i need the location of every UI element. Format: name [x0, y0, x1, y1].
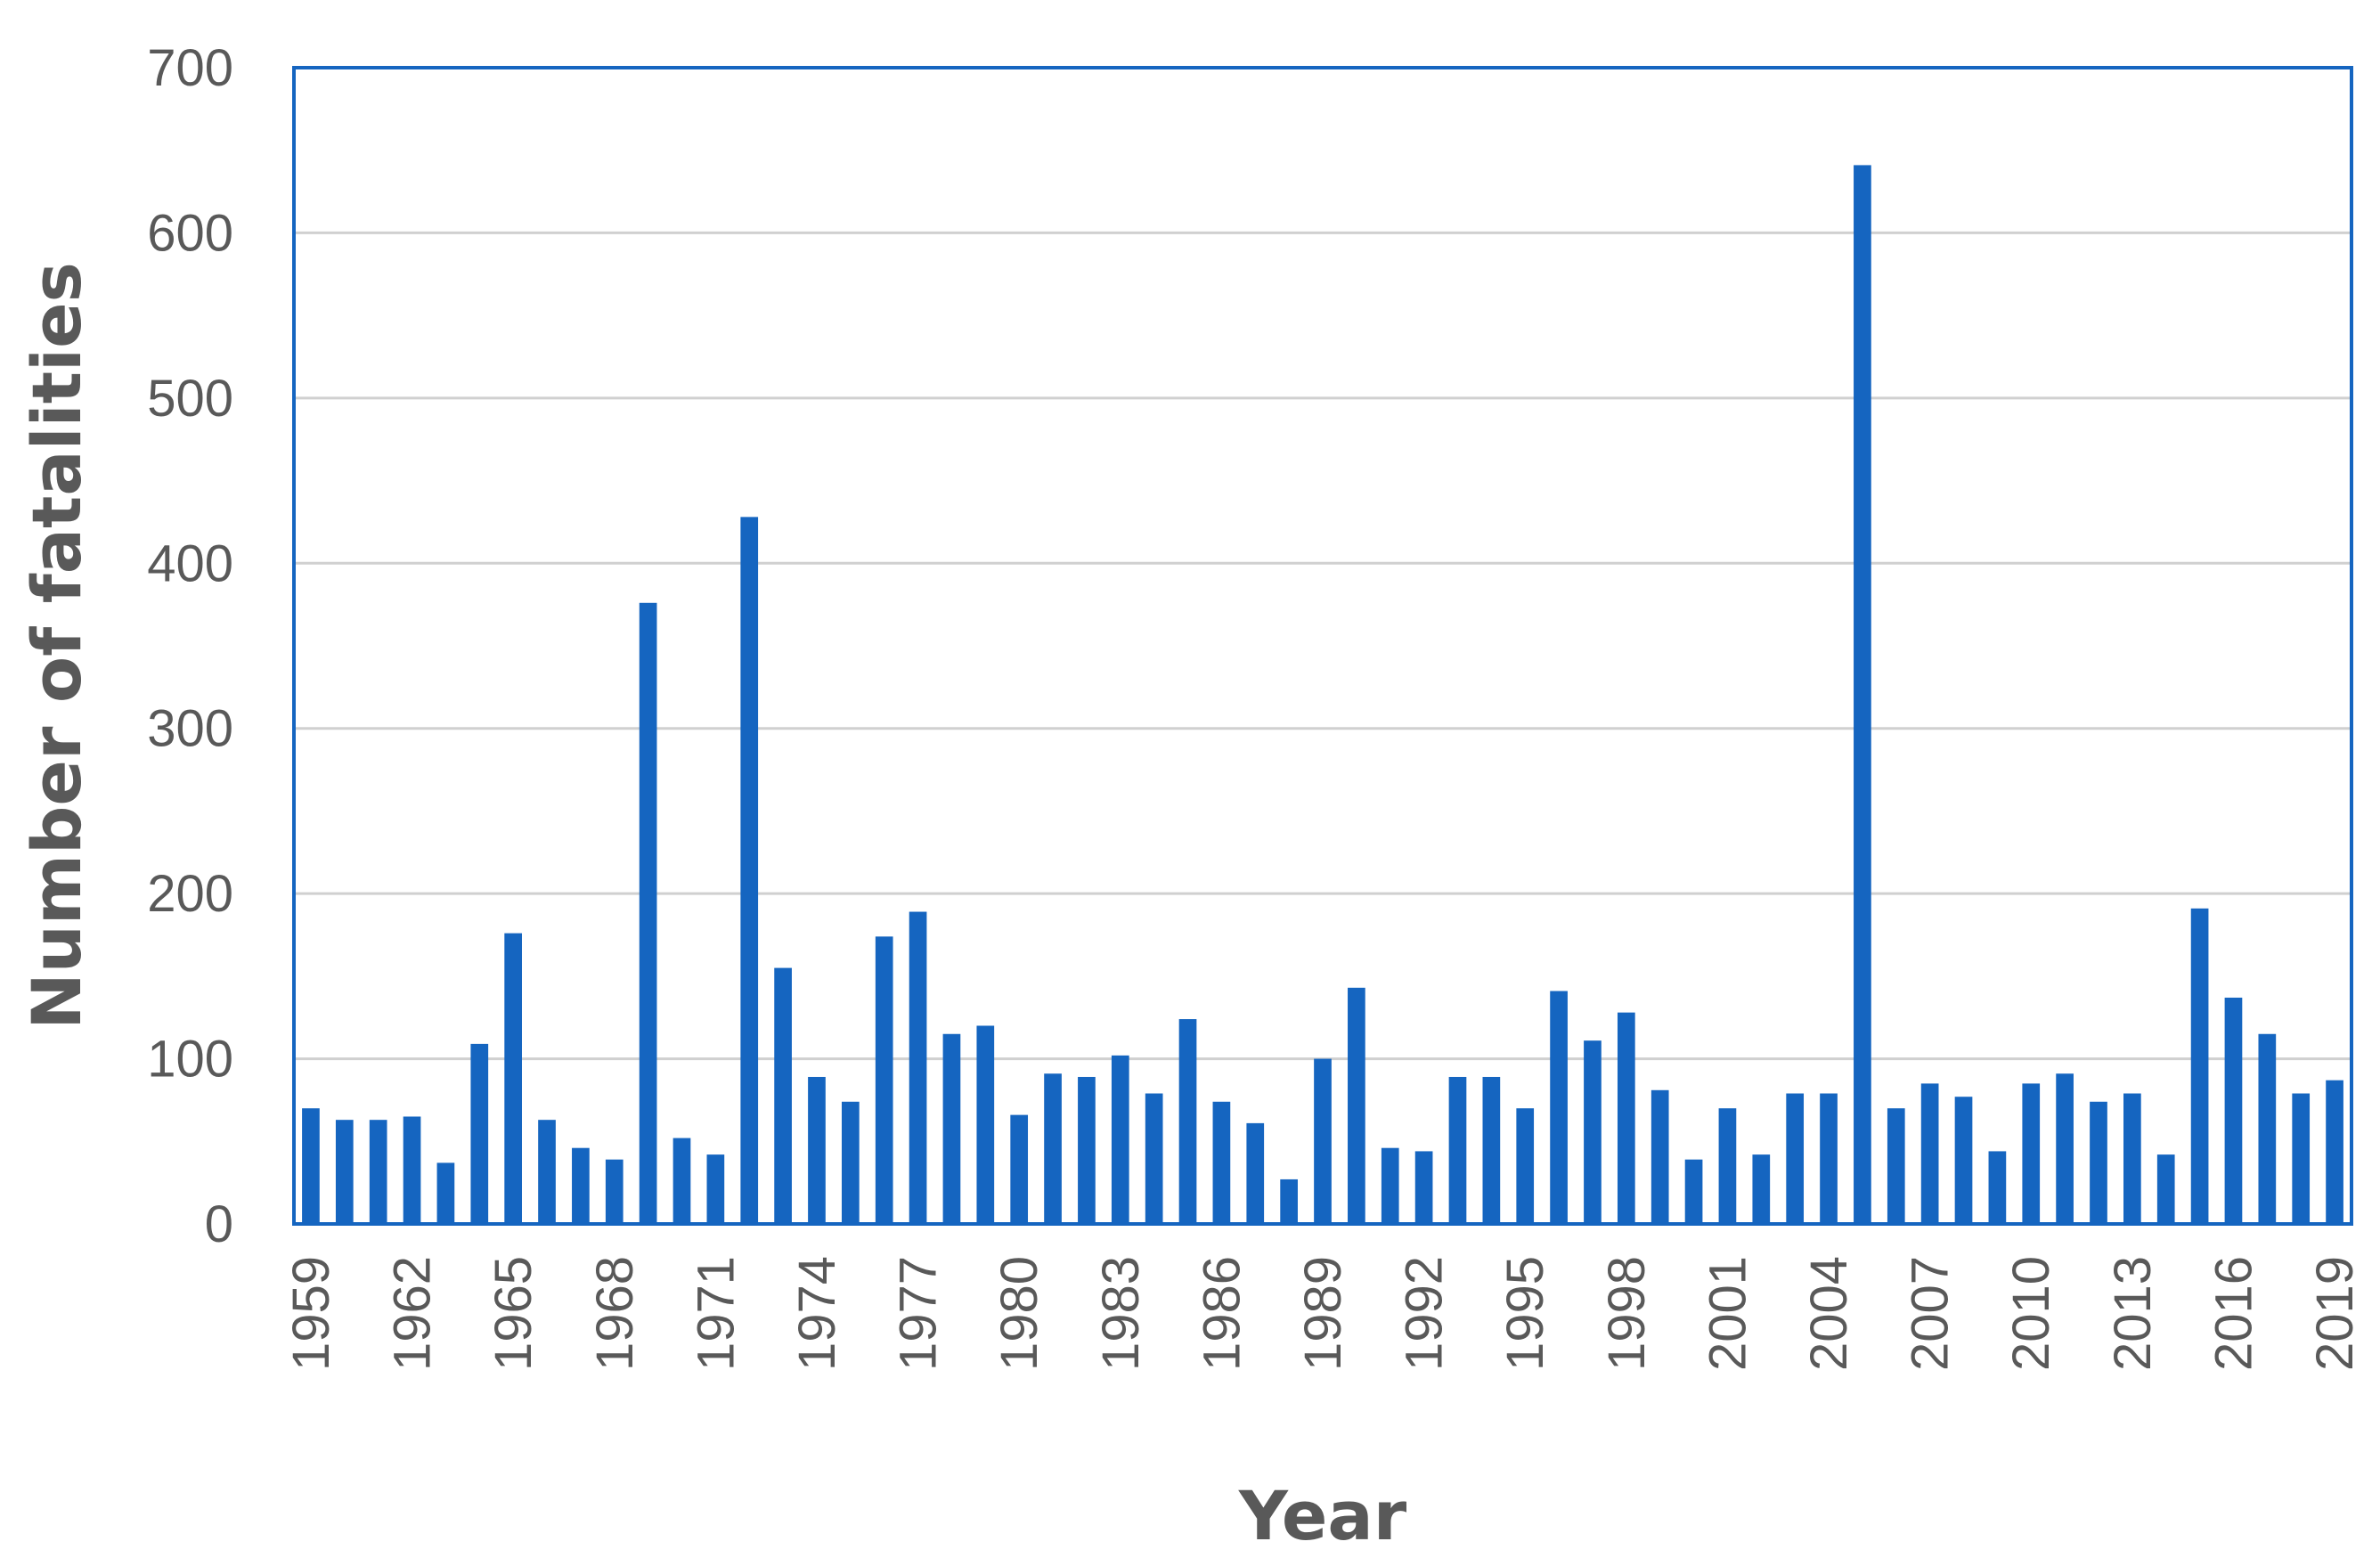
y-axis-ticks: 0 100 200 300 400 500 600 700 — [147, 39, 233, 1253]
bar-1983 — [1111, 1055, 1129, 1224]
bar-1977 — [909, 911, 927, 1224]
bar-1964 — [470, 1043, 489, 1224]
x-tick-label: 1998 — [1598, 1256, 1656, 1371]
bar-1990 — [1348, 987, 1365, 1224]
bar-1965 — [504, 933, 522, 1224]
y-tick-label: 500 — [147, 370, 233, 428]
bar-2015 — [2190, 908, 2209, 1224]
x-tick-label: 2013 — [2104, 1256, 2162, 1371]
bar-1989 — [1314, 1058, 1332, 1224]
bar-1967 — [572, 1147, 590, 1224]
bar-1991 — [1381, 1147, 1399, 1224]
bar-1997 — [1584, 1040, 1602, 1224]
bar-2001 — [1718, 1108, 1737, 1224]
bar-1959 — [302, 1108, 320, 1224]
bar-1987 — [1246, 1122, 1265, 1224]
x-tick-label: 1971 — [687, 1256, 745, 1371]
bar-1974 — [808, 1076, 826, 1224]
bar-1975 — [841, 1101, 860, 1224]
x-tick-label: 1974 — [788, 1256, 846, 1371]
bar-2002 — [1752, 1154, 1771, 1224]
x-tick-label: 1989 — [1294, 1256, 1352, 1371]
x-tick-label: 2007 — [1902, 1256, 1960, 1371]
bar-1988 — [1280, 1179, 1298, 1224]
bar-1961 — [369, 1120, 387, 1224]
x-tick-label: 1995 — [1496, 1256, 1554, 1371]
bar-1993 — [1448, 1076, 1467, 1224]
y-tick-label: 600 — [147, 204, 233, 262]
bar-2011 — [2056, 1073, 2074, 1224]
x-tick-label: 1986 — [1193, 1256, 1251, 1371]
bar-2012 — [2090, 1101, 2107, 1224]
bar-2013 — [2123, 1093, 2141, 1224]
y-tick-label: 400 — [147, 534, 233, 592]
bar-1962 — [403, 1116, 421, 1224]
bar-1996 — [1550, 991, 1568, 1224]
bar-2009 — [1988, 1151, 2007, 1224]
x-tick-label: 1977 — [890, 1256, 948, 1371]
bar-2016 — [2224, 997, 2243, 1224]
x-tick-label: 1965 — [485, 1256, 542, 1371]
bars — [302, 165, 2343, 1225]
bar-1973 — [774, 967, 792, 1224]
bar-2017 — [2258, 1033, 2277, 1224]
bar-1979 — [976, 1025, 995, 1224]
plot-area-border — [292, 66, 2353, 1226]
bar-1976 — [875, 936, 893, 1224]
bar-1981 — [1044, 1073, 1062, 1224]
bar-2018 — [2292, 1093, 2311, 1224]
x-tick-label: 2016 — [2205, 1256, 2262, 1371]
x-tick-label: 2010 — [2002, 1256, 2060, 1371]
bar-1972 — [740, 517, 759, 1224]
bar-2010 — [2022, 1083, 2041, 1224]
y-tick-label: 0 — [205, 1195, 233, 1253]
y-tick-label: 300 — [147, 700, 233, 758]
bar-1969 — [639, 602, 657, 1224]
bar-1963 — [436, 1162, 455, 1224]
bar-2007 — [1920, 1083, 1939, 1224]
x-tick-label: 2004 — [1800, 1256, 1858, 1371]
y-tick-label: 200 — [147, 865, 233, 923]
x-tick-label: 1959 — [282, 1256, 340, 1371]
bar-1985 — [1178, 1019, 1197, 1224]
bar-2005 — [1854, 165, 1871, 1225]
y-axis-title: Number of fatalities — [17, 262, 96, 1030]
y-tick-label: 700 — [147, 39, 233, 97]
x-tick-label: 1962 — [384, 1256, 442, 1371]
x-tick-label: 2019 — [2306, 1256, 2364, 1371]
bar-1986 — [1212, 1101, 1231, 1224]
bar-2003 — [1786, 1093, 1805, 1224]
x-tick-label: 1992 — [1396, 1256, 1454, 1371]
bar-1980 — [1010, 1114, 1029, 1224]
bar-2019 — [2326, 1080, 2343, 1224]
bar-1984 — [1145, 1093, 1163, 1224]
bar-1994 — [1482, 1076, 1501, 1224]
bar-1999 — [1651, 1089, 1669, 1224]
x-tick-label: 1980 — [990, 1256, 1048, 1371]
bar-1998 — [1617, 1012, 1635, 1224]
x-tick-label: 2001 — [1699, 1256, 1756, 1371]
y-tick-label: 100 — [147, 1031, 233, 1089]
bar-1960 — [335, 1120, 354, 1224]
gridlines — [294, 231, 2351, 1061]
bar-2014 — [2156, 1154, 2175, 1224]
bar-1995 — [1516, 1108, 1535, 1224]
bar-1968 — [605, 1159, 624, 1224]
bar-1992 — [1414, 1151, 1433, 1224]
bar-1970 — [672, 1138, 691, 1224]
bar-2008 — [1954, 1097, 1973, 1224]
bar-2004 — [1820, 1093, 1838, 1224]
bar-2006 — [1887, 1108, 1905, 1224]
x-tick-label: 1968 — [586, 1256, 644, 1371]
x-axis-ticks: 1959 1962 1965 1968 1971 1974 1977 1980 1983 1986… — [282, 1256, 2364, 1371]
bar-1971 — [706, 1154, 725, 1224]
x-tick-label: 1983 — [1092, 1256, 1150, 1371]
bar-1978 — [942, 1033, 961, 1224]
bar-2000 — [1684, 1159, 1703, 1224]
x-axis-title: Year — [1238, 1476, 1407, 1555]
bar-1982 — [1078, 1076, 1096, 1224]
bar-1966 — [538, 1120, 556, 1224]
